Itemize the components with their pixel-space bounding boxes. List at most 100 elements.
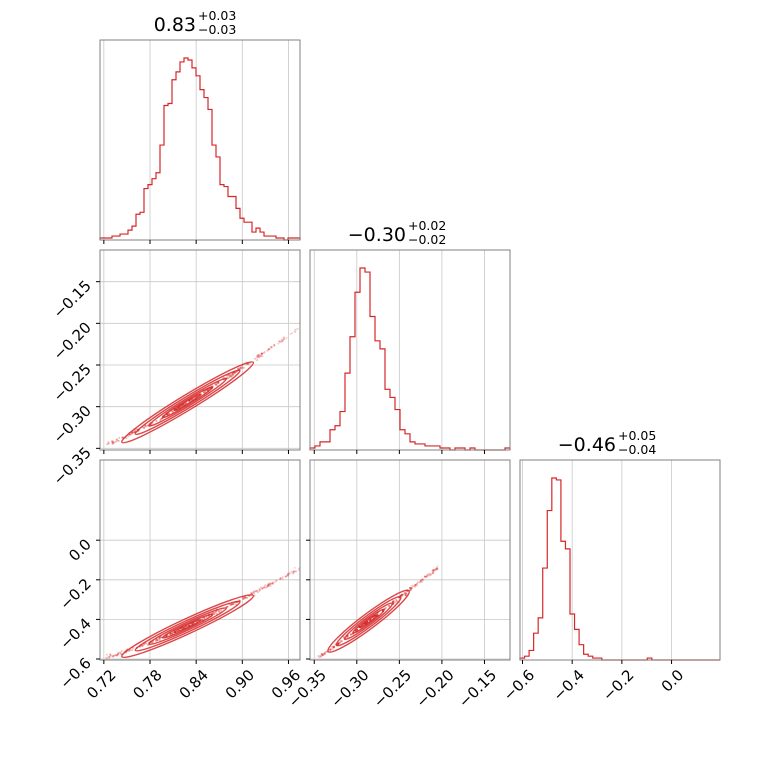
ytick-label-row2-3: 0.0: [65, 535, 95, 565]
panel-r1-c0-pt-141: [160, 418, 163, 420]
panel-r2-c0-pt-151: [267, 583, 269, 586]
panel-r2-c0-contour-3: [161, 613, 214, 639]
panel-r1-c0-pt-170: [285, 337, 288, 339]
panel-r2-c0-pt-33: [118, 651, 121, 654]
panel-r2-c0-pt-165: [244, 596, 247, 598]
panel-r1-c0-pt-42: [215, 384, 218, 387]
panel-r2-c0-pt-184: [255, 590, 258, 593]
panel-r1-c0-pt-244: [278, 340, 281, 343]
panel-r2-c0-pt-8: [128, 649, 131, 652]
panel-r2-c0-pt-73: [295, 570, 297, 573]
panel-r1-c0-pt-75: [238, 367, 241, 370]
panel-r2-c1-pt-184: [432, 569, 435, 572]
panel-r2-c0-pt-63: [291, 570, 294, 573]
panel-r2-c1-pt-48: [435, 566, 438, 569]
histogram-0: [99, 57, 301, 241]
panel-r2-c1-pt-198: [436, 568, 439, 571]
panel-r2-c0-pt-183: [156, 638, 159, 641]
panel-r2-c0-pt-13: [213, 613, 216, 616]
panel-r1-c0-pt-221: [112, 440, 115, 443]
panel-r2-c1-pt-101: [400, 594, 403, 596]
panel-r1-c0-pt-93: [228, 375, 231, 378]
ytick-label-row1-1: −0.30: [50, 402, 95, 447]
xtick-label-p2-2: −0.2: [599, 666, 637, 704]
param-title-minus-1: −0.02: [408, 232, 446, 247]
panel-r2-c0-pt-236: [171, 632, 174, 635]
panel-r1-c0-pt-7: [270, 346, 273, 349]
panel-r1-c0-pt-112: [203, 391, 206, 394]
panel-r2-c1-pt-37: [392, 600, 395, 602]
panel-r1-c0-pt-72: [279, 340, 282, 343]
panel-r1-c0-pt-246: [259, 354, 262, 357]
histogram-2: [519, 477, 720, 661]
panel-r2-c0-pt-209: [284, 575, 287, 578]
panel-r2-c1-pt-143: [320, 653, 323, 655]
panel-r1-c0-pt-165: [282, 338, 285, 341]
panel-r2-c1-pt-119: [419, 579, 422, 582]
panel-r2-c1-pt-50: [341, 640, 343, 643]
panel-r2-c1-pt-93: [409, 589, 412, 592]
ytick-label-row1-3: −0.20: [50, 318, 95, 363]
panel-r1-c0-pt-69: [263, 351, 266, 353]
panel-r1-c0-pt-250: [268, 347, 271, 350]
panel-r2-c1-pt-75: [320, 655, 323, 658]
panel-r2-c1-pt-15: [410, 587, 413, 590]
panel-r2-c0-pt-139: [288, 572, 290, 575]
panel-r1-c0-pt-51: [277, 342, 280, 345]
panel-r2-c1-contour-1: [335, 595, 402, 647]
panel-r2-c0-pt-194: [267, 583, 270, 586]
panel-r1-c0-pt-1: [237, 367, 240, 370]
panel-r2-c0-pt-179: [105, 656, 108, 659]
panel-r2-c0-pt-240: [290, 570, 293, 573]
panel-r2-c0-pt-56: [226, 605, 229, 608]
panel-r2-c1-pt-236: [434, 568, 437, 571]
panel-r2-c1-pt-110: [421, 578, 424, 581]
panel-r1-c0-contour-2: [148, 377, 227, 427]
param-title-2: −0.46: [558, 434, 616, 456]
panel-r2-c0-contour-1: [134, 600, 241, 652]
panel-r1-c0-pt-218: [232, 372, 234, 375]
panel-r1-c0-pt-104: [107, 442, 110, 445]
panel-r2-c1-pt-239: [337, 642, 340, 645]
panel-r2-c0-pt-119: [286, 574, 289, 577]
panel-r1-c0-pt-2: [262, 352, 265, 355]
panel-r1-c0-pt-71: [246, 362, 249, 365]
param-title-plus-2: +0.05: [618, 428, 656, 443]
panel-r2-c1-pt-52: [324, 652, 327, 655]
panel-r2-c1-pt-86: [324, 651, 327, 654]
panel-r2-c1-pt-64: [436, 565, 439, 567]
panel-r1-c0-pt-254: [256, 356, 259, 359]
panel-r2-c0-pt-39: [268, 582, 271, 585]
ytick-label-row1-2: −0.25: [50, 360, 95, 405]
panel-r1-c0-pt-133: [283, 338, 286, 340]
panel-r2-c0-pt-106: [292, 570, 295, 573]
param-title-plus-0: +0.03: [198, 8, 236, 23]
panel-r2-c1-pt-213: [409, 586, 412, 589]
panel-r2-c1-pt-43: [431, 571, 434, 574]
panel-r2-c1-pt-6: [410, 586, 413, 589]
panel-r1-c0-pt-253: [116, 439, 119, 442]
panel-r1-c0-pt-201: [106, 443, 109, 446]
panel-r2-c0-pt-96: [231, 603, 234, 606]
panel-r1-c0-contour-3: [161, 386, 214, 419]
panel-r2-c0-pt-147: [261, 587, 264, 590]
panel-r2-c1-pt-77: [434, 569, 437, 572]
panel-r1-c0-pt-181: [294, 331, 297, 333]
panel-r1-c0-pt-59: [242, 366, 245, 369]
panel-r2-c1-pt-161: [337, 642, 340, 645]
panel-r2-c1-pt-120: [400, 594, 403, 597]
panel-r1-c0-pt-48: [294, 328, 296, 331]
panel-r1-c0-pt-56: [281, 340, 284, 343]
panel-r1-c0-scatter: [106, 327, 299, 446]
panel-r2-c0-pt-141: [292, 572, 295, 575]
panel-r1-c0-pt-30: [116, 438, 119, 441]
panel-r1-c0-pt-208: [144, 425, 147, 428]
xtick-label-p1-1: −0.30: [327, 666, 372, 711]
panel-r2-c0-pt-123: [293, 570, 295, 573]
panel-r2-c1-pt-56: [422, 579, 425, 581]
panel-r2-c1-pt-69: [333, 645, 336, 648]
panel-r1-c0-pt-190: [278, 340, 281, 343]
panel-r2-c1-pt-13: [388, 604, 391, 607]
panel-r2-c1-pt-247: [432, 569, 435, 572]
panel-r1-c0-pt-224: [270, 346, 273, 348]
